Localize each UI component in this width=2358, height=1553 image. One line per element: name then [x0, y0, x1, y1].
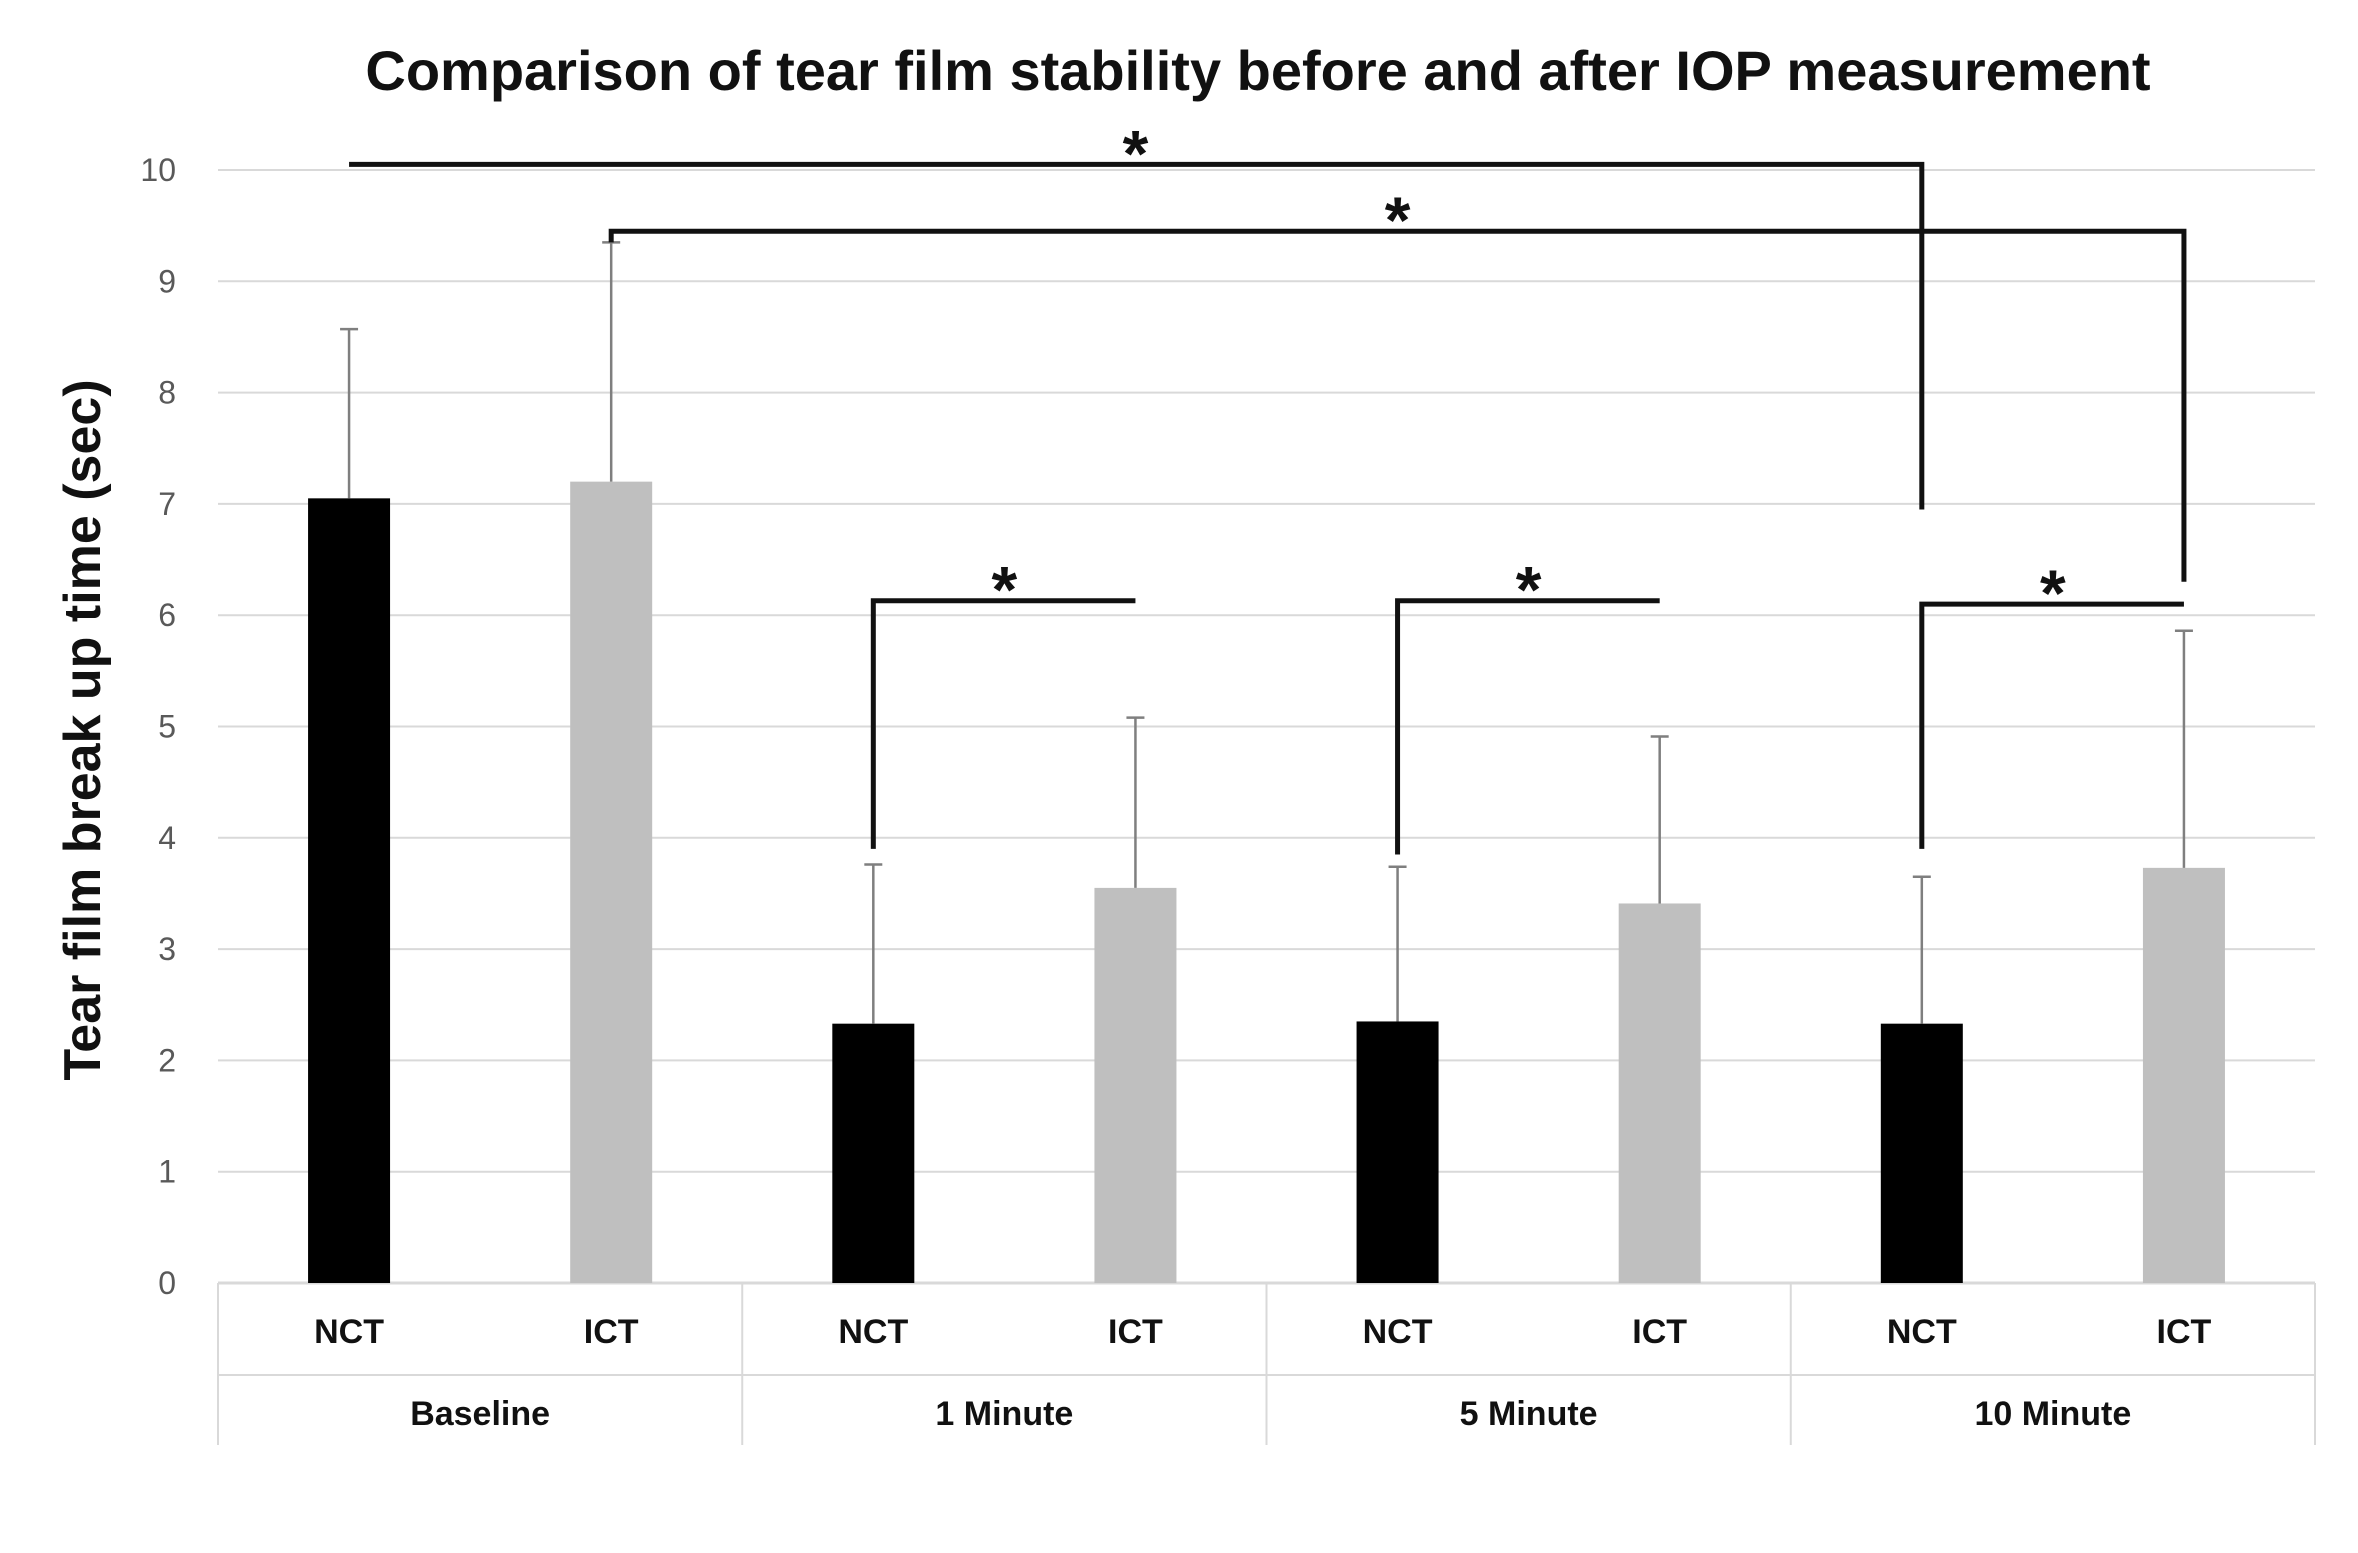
y-tick-label: 2	[158, 1042, 176, 1078]
bar-nct-2	[1356, 1021, 1439, 1283]
significance-marker: *	[992, 553, 1018, 627]
y-tick-label: 4	[158, 820, 176, 856]
chart-title: Comparison of tear film stability before…	[365, 39, 2150, 102]
error-bar-ict-1	[1126, 716, 1145, 888]
bar-ict-2	[1618, 903, 1701, 1283]
bar-nct-3	[1880, 1023, 1963, 1283]
x-subcategory-label: ICT	[1108, 1313, 1163, 1351]
bar-ict-3	[2142, 867, 2225, 1283]
x-group-label: Baseline	[410, 1395, 550, 1433]
y-tick-label: 6	[158, 597, 176, 633]
significance-bracket-0: *	[349, 116, 1925, 510]
error-bar-nct-3	[1912, 875, 1931, 1024]
x-subcategory-label: NCT	[1363, 1313, 1433, 1351]
significance-bracket-3: *	[1395, 553, 1660, 855]
bars	[308, 481, 2225, 1284]
axes	[217, 1281, 2316, 1445]
x-subcategory-label: ICT	[1632, 1313, 1687, 1351]
bar-ict-1	[1094, 887, 1177, 1283]
error-bar-nct-0	[340, 327, 359, 499]
y-tick-label: 5	[158, 709, 176, 745]
y-tick-label: 8	[158, 375, 176, 411]
axis-labels: 0 1 2 3 4 5 6 7 8 9 10 NCT ICT Baseline NCT ICT 1 Minute…	[140, 152, 2211, 1433]
x-subcategory-label: ICT	[584, 1313, 639, 1351]
x-subcategory-label: NCT	[838, 1313, 908, 1351]
error-bar-nct-2	[1388, 865, 1407, 1022]
significance-marker: *	[1516, 553, 1542, 627]
y-tick-label: 7	[158, 486, 176, 522]
gridlines	[218, 169, 2315, 1173]
significance-brackets: * * * * *	[349, 116, 2187, 855]
significance-marker: *	[1385, 183, 1411, 257]
significance-bracket-4: *	[1919, 556, 2184, 849]
bar-nct-1	[832, 1023, 915, 1283]
significance-bracket-1: *	[608, 183, 2187, 582]
y-tick-label: 1	[158, 1154, 176, 1190]
bar-ict-0	[570, 481, 653, 1283]
x-subcategory-label: NCT	[1887, 1313, 1957, 1351]
x-subcategory-label: NCT	[314, 1313, 384, 1351]
y-tick-label: 10	[140, 152, 176, 188]
x-subcategory-label: ICT	[2157, 1313, 2212, 1351]
y-tick-label: 9	[158, 263, 176, 299]
y-axis-label: Tear film break up time (sec)	[54, 379, 112, 1080]
error-bar-nct-1	[864, 863, 883, 1024]
x-group-label: 10 Minute	[1974, 1395, 2131, 1433]
error-bar-ict-2	[1650, 735, 1669, 904]
significance-bracket-2: *	[870, 553, 1136, 849]
error-bar-ict-3	[2174, 629, 2193, 868]
significance-marker: *	[1123, 116, 1149, 190]
significance-marker: *	[2040, 556, 2066, 630]
error-bar-ict-0	[602, 241, 621, 482]
x-group-label: 1 Minute	[935, 1395, 1073, 1433]
y-tick-label: 0	[158, 1265, 176, 1301]
bar-nct-0	[308, 498, 391, 1284]
x-group-label: 5 Minute	[1460, 1395, 1598, 1433]
y-tick-label: 3	[158, 931, 176, 967]
